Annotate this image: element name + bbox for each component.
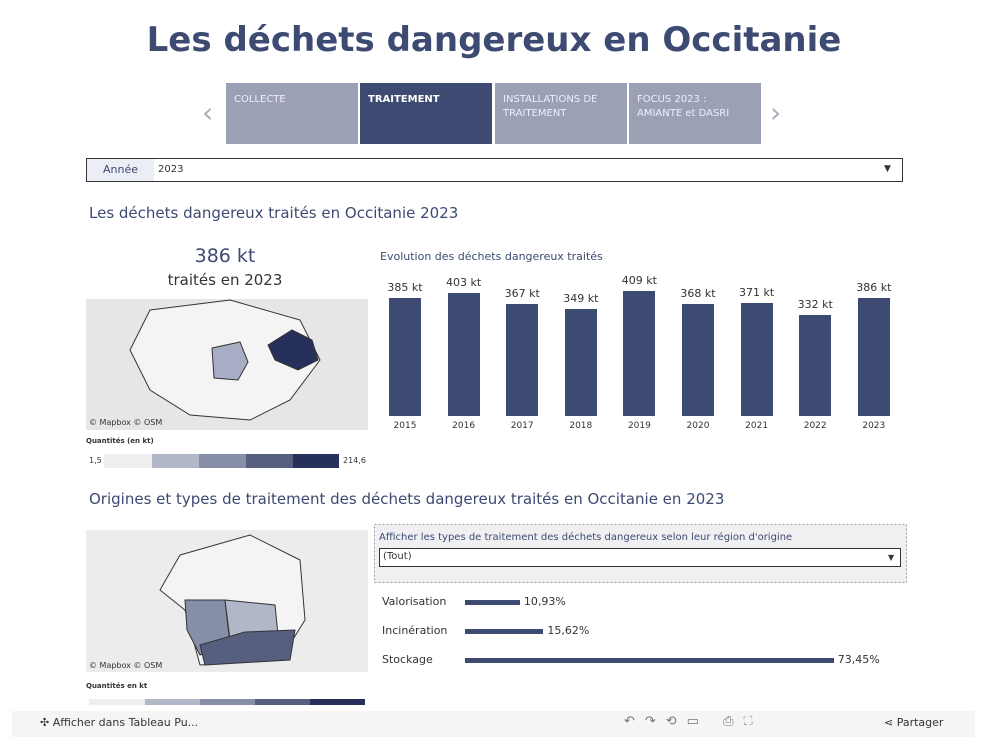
section-title: Les déchets dangereux traités en Occitan… [89, 204, 459, 222]
bar [740, 302, 773, 416]
x-tick-label: 2022 [803, 421, 827, 431]
legend-swatch [104, 454, 152, 468]
view-in-tableau[interactable]: ✣ Afficher dans Tableau Pu... [40, 716, 198, 729]
x-tick-label: 2018 [569, 421, 593, 431]
map-region [267, 329, 319, 371]
value-label: 349 kt [563, 292, 599, 306]
value-label: 10,93% [523, 595, 566, 608]
tab[interactable]: INSTALLATIONS DE TRAITEMENT [495, 83, 627, 144]
bar [389, 298, 421, 416]
value-label: 15,62% [547, 624, 590, 637]
value-label: 332 kt [797, 297, 833, 311]
chart-title: Evolution des déchets dangereux traités [380, 250, 603, 263]
legend-swatch [145, 699, 200, 705]
legend-swatch [199, 454, 246, 468]
bar [465, 658, 834, 663]
bar [682, 303, 714, 416]
filter-value[interactable]: 2023 [158, 164, 184, 175]
value-label: 385 kt [387, 281, 423, 295]
x-tick-label: 2016 [452, 421, 476, 431]
map-attribution: © Mapbox © OSM [89, 418, 163, 427]
value-label: 403 kt [446, 275, 482, 289]
legend-title: Quantités en kt [86, 682, 148, 690]
bar [447, 292, 480, 416]
prev-arrow[interactable]: ‹ [202, 96, 214, 129]
dropdown[interactable] [379, 548, 901, 567]
next-arrow[interactable]: › [770, 96, 782, 129]
kpi-caption: traités en 2023 [167, 271, 283, 289]
tab[interactable]: FOCUS 2023 : AMIANTE et DASRI [629, 83, 761, 144]
bar [465, 629, 544, 634]
value-label: 386 kt [856, 281, 892, 295]
kpi-value: 386 kt [194, 245, 256, 267]
tab[interactable]: TRAITEMENT [360, 83, 492, 144]
filter-label: Afficher les types de traitement des déc… [379, 532, 793, 543]
legend-swatch [89, 699, 145, 705]
share-text: Partager [896, 716, 944, 729]
bar [799, 314, 832, 416]
legend-swatch [255, 699, 310, 705]
icon: ✣ [40, 716, 53, 729]
tab[interactable]: COLLECTE [226, 83, 358, 144]
legend-swatch [310, 699, 365, 705]
x-tick-label: 2021 [745, 421, 769, 431]
dropdown-icon[interactable]: ▼ [888, 553, 895, 562]
value-label: 409 kt [621, 274, 657, 287]
category-label: Incinération [382, 624, 448, 637]
value-label: 367 kt [504, 286, 540, 300]
bar [857, 298, 890, 416]
legend-min: 1,5 [89, 456, 102, 465]
x-tick-label: 2020 [686, 421, 710, 431]
x-tick-label: 2019 [627, 421, 651, 431]
title: Les déchets dangereux en Occitanie [146, 20, 842, 60]
x-tick-label: 2023 [862, 421, 886, 431]
legend-swatch [152, 454, 199, 468]
filter-label: Année [87, 159, 154, 181]
x-tick-label: 2017 [510, 421, 534, 431]
bar [564, 309, 597, 416]
x-tick-label: 2015 [393, 421, 417, 431]
map-region [199, 629, 296, 666]
legend-swatch [246, 454, 293, 468]
dropdown-icon[interactable]: ▼ [884, 164, 891, 174]
legend-title: Quantités (en kt) [86, 437, 154, 445]
legend-swatch [293, 454, 339, 468]
legend-max: 214,6 [343, 456, 366, 465]
toolbar-icons[interactable]: ↶↷⟲▭ ⎙⛶ [624, 714, 763, 729]
year-filter[interactable] [86, 158, 903, 182]
bar [465, 600, 520, 605]
value-label: 371 kt [739, 285, 775, 299]
value-label: 73,45% [837, 653, 880, 666]
map-attribution: © Mapbox © OSM [89, 661, 163, 670]
toolbar [12, 711, 975, 737]
value-label: 368 kt [680, 286, 716, 300]
share[interactable]: ⋖ Partager [884, 716, 943, 729]
legend-swatch [200, 699, 255, 705]
filter-value[interactable]: (Tout) [383, 551, 412, 562]
bar [506, 303, 539, 416]
category-label: Valorisation [382, 595, 447, 608]
category-label: Stockage [382, 653, 433, 666]
section-title: Origines et types de traitement des déch… [89, 490, 725, 508]
map-region [211, 341, 249, 381]
icon: ⋖ [884, 716, 897, 729]
view-in-text: Afficher dans Tableau Pu... [52, 716, 199, 729]
bar [623, 291, 656, 416]
